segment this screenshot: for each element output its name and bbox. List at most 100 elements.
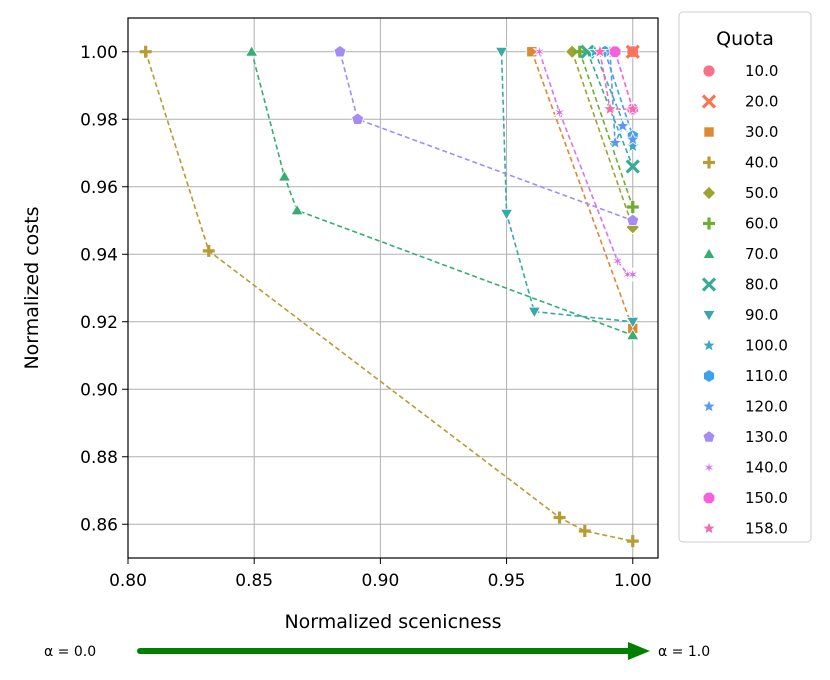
data-point-150.0	[608, 45, 622, 58]
series-line-70.0	[250, 51, 634, 336]
data-point-70.0	[244, 45, 259, 57]
legend-marker-70.0	[702, 247, 716, 259]
y-tick-label: 0.88	[80, 448, 118, 468]
x-tick-label: 0.85	[235, 571, 273, 591]
data-point-140.0	[611, 254, 624, 268]
legend-marker-50.0	[701, 185, 717, 201]
legend-marker-150.0	[702, 491, 716, 505]
legend-label-140.0: 140.0	[745, 459, 788, 477]
data-point-120.0	[625, 131, 641, 146]
series-line-90.0	[500, 51, 633, 323]
data-point-130.0	[333, 44, 347, 58]
legend-marker-120.0	[701, 398, 717, 413]
data-point-80.0-stroke	[625, 159, 640, 174]
series-line-120.0	[609, 51, 634, 144]
legend-label-120.0: 120.0	[745, 398, 788, 416]
alpha-start-label: α = 0.0	[44, 644, 96, 660]
legend-label-158.0: 158.0	[745, 520, 788, 538]
y-tick-label: 0.94	[80, 245, 118, 265]
data-point-70.0	[626, 328, 640, 341]
legend-marker-130.0	[702, 430, 716, 443]
legend-label-100.0: 100.0	[745, 337, 788, 355]
grid-lines	[127, 18, 658, 558]
series-line-110.0	[604, 51, 634, 137]
legend-title: Quota	[716, 28, 774, 50]
legend-marker-20.0	[701, 94, 717, 109]
legend-marker-60.0	[703, 217, 715, 230]
legend-label-10.0: 10.0	[745, 62, 778, 80]
x-tick-label: 0.90	[361, 571, 399, 591]
y-tick-label: 0.92	[80, 313, 118, 333]
data-point-140.0	[626, 267, 640, 282]
data-point-30.0	[526, 46, 538, 58]
legend-marker-110.0	[703, 369, 715, 383]
legend-label-150.0: 150.0	[745, 489, 788, 507]
legend-marker-158.0	[701, 520, 717, 535]
legend-marker-40.0	[703, 156, 715, 169]
data-point-70.0	[290, 203, 304, 216]
x-tick-label: 0.95	[488, 571, 526, 591]
data-point-130.0	[351, 112, 365, 125]
data-point-140.0	[553, 105, 566, 120]
data-point-60.0	[626, 201, 639, 213]
y-tick-label: 0.86	[80, 515, 118, 535]
data-point-158.0	[602, 101, 618, 116]
x-axis-ticks: 0.80 0.85 0.90 0.95 1.00	[109, 558, 652, 591]
x-axis-label: Normalized scenicness	[284, 611, 501, 633]
series-lines	[144, 51, 634, 542]
data-point-130.0	[626, 213, 640, 227]
legend-marker-80.0-stroke	[701, 277, 717, 292]
legend-label-50.0: 50.0	[745, 184, 778, 202]
legend-marker-140.0	[702, 460, 716, 475]
series-line-30.0	[531, 51, 634, 329]
plot-frame	[127, 17, 659, 559]
legend-label-30.0: 30.0	[745, 123, 778, 141]
data-point-90.0	[626, 316, 640, 329]
y-axis-label: Normalized costs	[21, 206, 43, 369]
data-point-40.0	[578, 525, 591, 537]
legend-label-130.0: 130.0	[745, 428, 788, 446]
legend-label-110.0: 110.0	[745, 367, 788, 385]
data-point-20.0	[625, 44, 640, 59]
legend-marker-10.0	[702, 64, 716, 78]
y-tick-label: 0.96	[80, 178, 118, 198]
legend-label-90.0: 90.0	[745, 306, 778, 324]
x-tick-label: 1.00	[614, 571, 652, 591]
data-point-50.0	[565, 44, 580, 59]
series-line-50.0	[571, 51, 634, 228]
legend-marker-80.0	[701, 277, 717, 292]
data-point-40.0	[139, 45, 152, 58]
data-point-120.0	[607, 134, 623, 150]
alpha-end-label: α = 1.0	[658, 644, 710, 660]
series-markers	[139, 43, 641, 548]
data-point-158.0	[592, 43, 608, 59]
alpha-arrow-group: α = 0.0 α = 1.0	[44, 642, 710, 660]
data-point-70.0	[277, 169, 292, 182]
legend-label-60.0: 60.0	[745, 215, 778, 233]
data-point-40.0	[626, 535, 639, 548]
data-point-60.0	[573, 45, 586, 58]
legend-marker-20.0-stroke	[701, 94, 717, 109]
data-point-90.0	[499, 208, 514, 221]
series-line-150.0	[614, 51, 634, 110]
legend-marker-90.0	[702, 310, 716, 322]
data-point-90.0	[494, 46, 509, 59]
legend-items: 10.0 20.0 30.0 40.0 50.0 60.0 70.0 80.0 90.0 100.…	[701, 62, 788, 538]
legend-marker-100.0	[701, 337, 717, 352]
series-line-158.0	[599, 51, 633, 110]
legend-label-70.0: 70.0	[745, 245, 778, 263]
data-point-140.0	[533, 44, 546, 59]
legend-label-80.0: 80.0	[745, 276, 778, 294]
series-line-60.0	[579, 51, 634, 208]
data-point-40.0	[202, 244, 215, 257]
legend: Quota 10.0 20.0 30.0 40.0 50.0 60.0 70.0 80.0 90…	[678, 11, 812, 543]
y-tick-label: 0.98	[80, 110, 118, 130]
legend-marker-30.0	[703, 126, 715, 138]
data-point-80.0-stroke	[580, 44, 595, 59]
alpha-arrow-head	[628, 642, 650, 660]
series-line-130.0	[339, 51, 634, 222]
data-point-158.0	[625, 101, 641, 116]
data-point-120.0	[615, 118, 631, 133]
y-tick-label: 0.90	[80, 380, 118, 400]
